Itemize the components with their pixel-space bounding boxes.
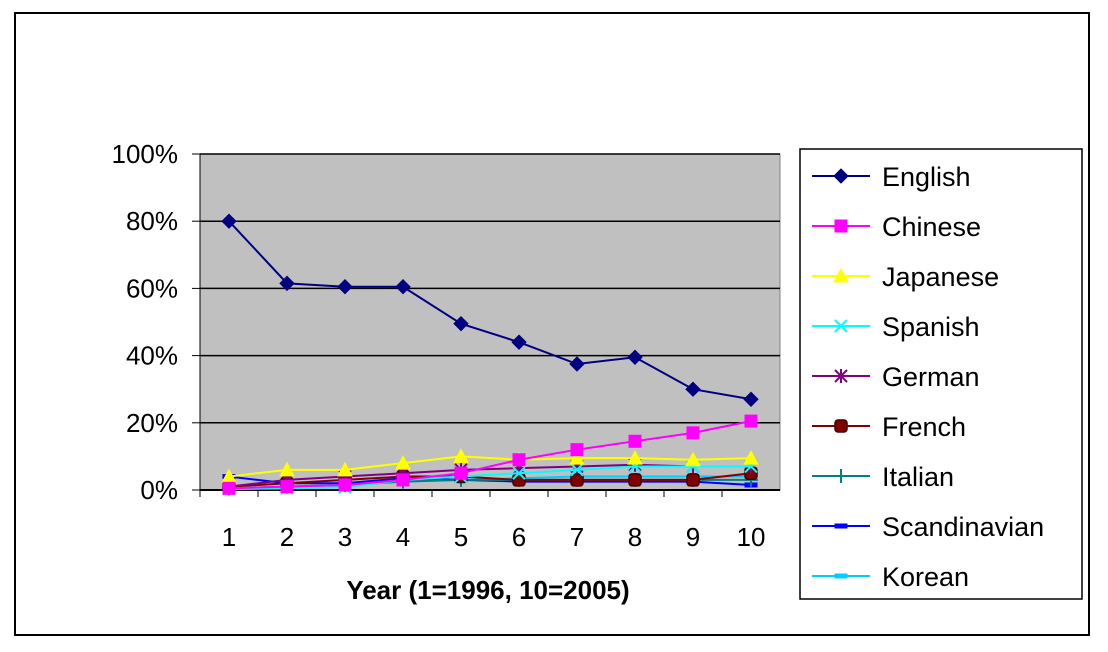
legend-label-italian: Italian xyxy=(882,462,954,492)
legend-label-spanish: Spanish xyxy=(882,312,980,342)
legend-marker-chinese xyxy=(834,219,848,233)
legend-item-japanese: Japanese xyxy=(812,262,999,292)
x-axis-label: Year (1=1996, 10=2005) xyxy=(346,575,629,605)
legend-marker-scandinavian xyxy=(834,523,848,529)
x-axis-ticks: 1 2 3 4 5 6 7 8 9 10 xyxy=(199,490,766,552)
legend-label-english: English xyxy=(882,162,971,192)
data-point-chinese xyxy=(570,443,584,457)
series-line-chinese xyxy=(228,420,752,490)
data-point-english xyxy=(743,391,759,407)
plot-area xyxy=(199,153,781,491)
legend-item-italian: Italian xyxy=(812,462,954,492)
y-tick-label: 40% xyxy=(126,341,178,371)
data-point-japanese xyxy=(743,450,759,465)
x-tick-label: 10 xyxy=(737,522,766,552)
data-point-english xyxy=(453,315,469,332)
x-tick-label: 7 xyxy=(570,522,584,552)
data-point-chinese xyxy=(454,466,468,480)
x-tick-label: 4 xyxy=(396,522,410,552)
legend-label-japanese: Japanese xyxy=(882,262,999,292)
y-tick-label: 20% xyxy=(126,408,178,438)
data-point-french xyxy=(628,473,642,487)
data-point-english xyxy=(569,356,585,372)
legend-label-chinese: Chinese xyxy=(882,212,981,242)
data-point-english xyxy=(685,381,701,397)
data-point-chinese xyxy=(338,478,352,492)
data-point-japanese xyxy=(279,461,295,477)
data-point-japanese xyxy=(453,448,469,463)
series-line-english xyxy=(228,220,752,401)
data-point-french xyxy=(570,473,584,487)
series-line-japanese xyxy=(228,455,752,478)
data-point-chinese xyxy=(628,434,642,448)
legend-item-scandinavian: Scandinavian xyxy=(812,512,1044,542)
series-group xyxy=(221,213,759,496)
legend-item-french: French xyxy=(812,412,966,442)
legend-label-french: French xyxy=(882,412,966,442)
series-english xyxy=(221,213,759,407)
data-point-french xyxy=(686,473,700,487)
data-point-chinese xyxy=(512,453,526,467)
legend-item-german: German xyxy=(812,362,980,392)
gridlines xyxy=(200,153,780,424)
series-line-spanish xyxy=(228,465,751,490)
y-tick-label: 60% xyxy=(126,273,178,303)
x-tick-label: 2 xyxy=(280,522,294,552)
data-point-chinese xyxy=(744,414,758,428)
data-point-japanese xyxy=(569,450,585,465)
x-tick-label: 3 xyxy=(338,522,352,552)
legend-marker-japanese xyxy=(833,267,849,283)
x-tick-label: 6 xyxy=(512,522,526,552)
x-tick-label: 9 xyxy=(686,522,700,552)
legend-marker-french xyxy=(834,419,848,433)
series-line-french xyxy=(228,472,752,488)
x-tick-label: 5 xyxy=(454,522,468,552)
data-point-english xyxy=(627,349,643,365)
data-point-english xyxy=(221,213,237,229)
data-point-spanish xyxy=(570,463,584,477)
legend-marker-english xyxy=(833,168,849,184)
data-point-japanese xyxy=(337,461,353,477)
data-point-japanese xyxy=(685,451,701,467)
x-tick-label: 8 xyxy=(628,522,642,552)
data-point-japanese xyxy=(395,455,411,470)
data-point-chinese xyxy=(280,480,294,494)
data-point-chinese xyxy=(686,426,700,440)
legend: English Chinese Japanese Spanish German Frenc… xyxy=(812,162,1044,592)
legend-marker-korean xyxy=(834,573,848,579)
data-point-spanish xyxy=(512,466,526,480)
data-point-chinese xyxy=(396,473,410,487)
legend-item-korean: Korean xyxy=(812,562,969,592)
legend-marker-italian xyxy=(834,469,848,483)
y-axis-ticks: 0% 20% 40% 60% 80% 100% xyxy=(112,139,200,505)
data-point-english xyxy=(279,275,295,292)
legend-label-scandinavian: Scandinavian xyxy=(882,512,1044,542)
legend-item-chinese: Chinese xyxy=(812,212,981,242)
y-tick-label: 80% xyxy=(126,206,178,236)
data-point-french xyxy=(512,473,526,487)
data-point-english xyxy=(395,279,411,295)
data-point-japanese xyxy=(627,450,643,465)
data-point-chinese xyxy=(222,481,236,495)
chart-frame xyxy=(14,12,1090,636)
legend-label-korean: Korean xyxy=(882,562,969,592)
y-tick-label: 0% xyxy=(140,475,178,505)
legend-item-spanish: Spanish xyxy=(812,312,980,342)
legend-label-german: German xyxy=(882,362,980,392)
y-tick-label: 100% xyxy=(112,139,179,169)
data-point-english xyxy=(511,334,527,350)
legend-item-english: English xyxy=(812,162,971,192)
legend-marker-german xyxy=(834,369,848,383)
x-tick-label: 1 xyxy=(222,522,236,552)
series-chinese xyxy=(222,414,758,495)
data-point-english xyxy=(337,279,353,295)
legend-marker-spanish xyxy=(834,319,848,333)
